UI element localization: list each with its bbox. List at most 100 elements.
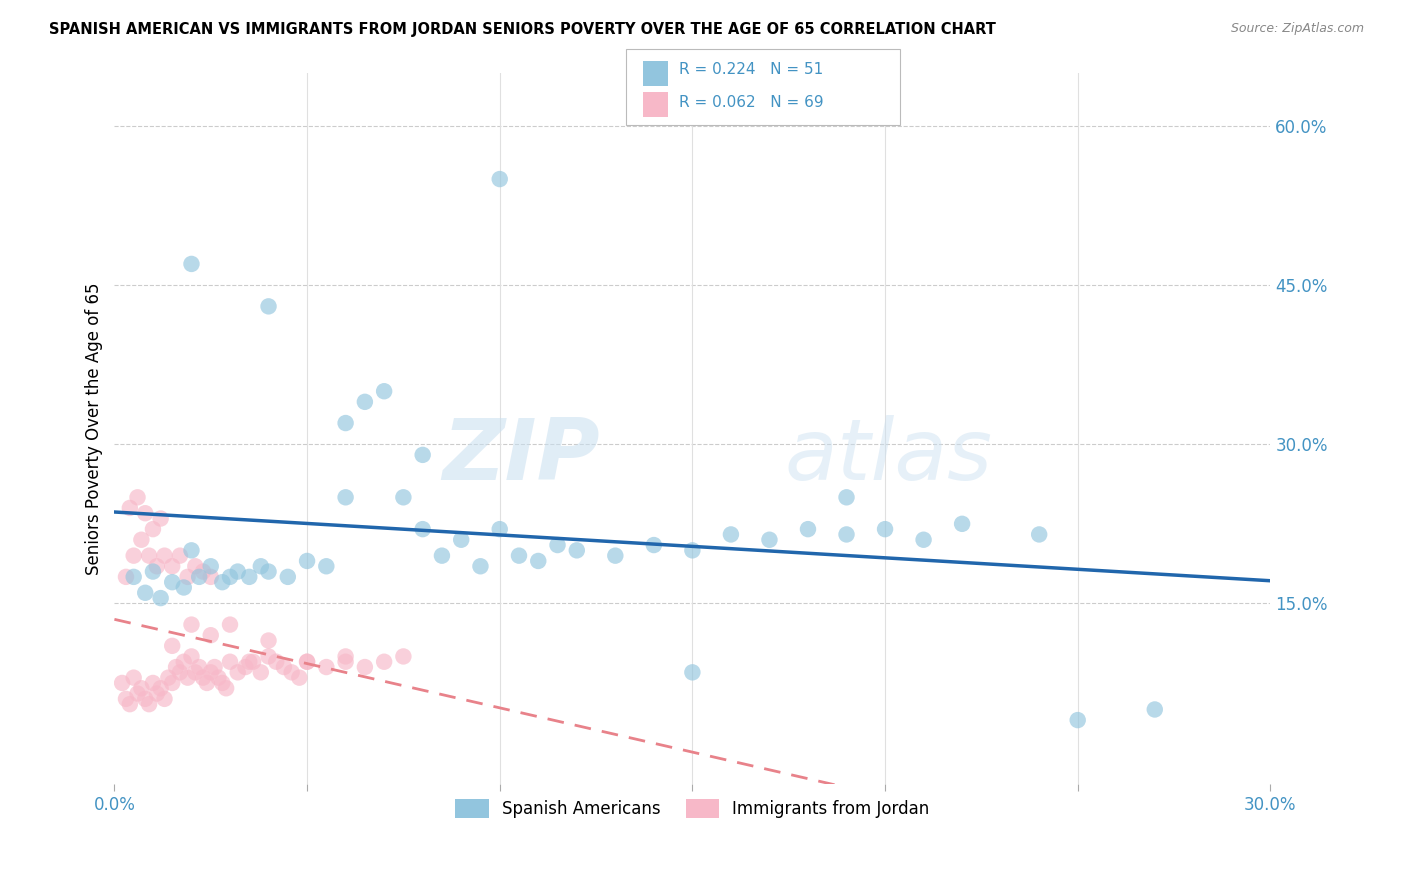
Point <box>160 575 183 590</box>
Point <box>392 491 415 505</box>
Point <box>115 691 138 706</box>
Point <box>149 681 172 696</box>
Point <box>200 665 222 680</box>
Point <box>681 543 703 558</box>
Point <box>488 172 510 186</box>
Point <box>134 506 156 520</box>
Point <box>280 665 302 680</box>
Point <box>226 565 249 579</box>
Text: R = 0.224   N = 51: R = 0.224 N = 51 <box>679 62 824 78</box>
Point <box>242 655 264 669</box>
Point <box>188 660 211 674</box>
Text: R = 0.062   N = 69: R = 0.062 N = 69 <box>679 95 824 111</box>
Point <box>392 649 415 664</box>
Point <box>127 491 149 505</box>
Point <box>219 617 242 632</box>
Point <box>118 500 141 515</box>
Point <box>1143 702 1166 716</box>
Point <box>142 676 165 690</box>
Point <box>160 639 183 653</box>
Point <box>354 394 377 409</box>
Text: ZIP: ZIP <box>443 416 600 499</box>
Point <box>142 565 165 579</box>
Point <box>134 586 156 600</box>
Point <box>250 665 273 680</box>
Point <box>315 660 337 674</box>
Point <box>184 665 207 680</box>
Point <box>160 676 183 690</box>
Point <box>226 665 249 680</box>
Point <box>200 628 222 642</box>
Point <box>288 671 311 685</box>
Point <box>250 559 273 574</box>
Point <box>335 655 357 669</box>
Point <box>470 559 492 574</box>
Point <box>565 543 588 558</box>
Point <box>204 660 226 674</box>
Text: atlas: atlas <box>785 416 993 499</box>
Point <box>257 299 280 313</box>
Point <box>146 687 169 701</box>
Point <box>295 554 318 568</box>
Point <box>720 527 742 541</box>
Point <box>176 671 198 685</box>
Point <box>211 575 233 590</box>
Point <box>200 570 222 584</box>
Point <box>257 633 280 648</box>
Point <box>173 581 195 595</box>
Point <box>488 522 510 536</box>
Point <box>273 660 295 674</box>
Point <box>176 570 198 584</box>
Point <box>412 448 434 462</box>
Point <box>153 691 176 706</box>
Point <box>138 549 160 563</box>
Point <box>131 681 153 696</box>
Point <box>149 591 172 606</box>
Point <box>111 676 134 690</box>
Point <box>207 671 229 685</box>
Point <box>160 559 183 574</box>
Point <box>122 570 145 584</box>
Point <box>277 570 299 584</box>
Point <box>1028 527 1050 541</box>
Point <box>142 522 165 536</box>
Point <box>191 671 214 685</box>
Point <box>950 516 973 531</box>
Legend: Spanish Americans, Immigrants from Jordan: Spanish Americans, Immigrants from Jorda… <box>449 793 936 825</box>
Point <box>373 384 395 399</box>
Point <box>184 559 207 574</box>
Point <box>138 697 160 711</box>
Point <box>264 655 287 669</box>
Text: Source: ZipAtlas.com: Source: ZipAtlas.com <box>1230 22 1364 36</box>
Point <box>157 671 180 685</box>
Point <box>527 554 550 568</box>
Point <box>134 691 156 706</box>
Point <box>295 655 318 669</box>
Point <box>219 570 242 584</box>
Point <box>605 549 627 563</box>
Point <box>315 559 337 574</box>
Point <box>257 649 280 664</box>
Point <box>373 655 395 669</box>
Point <box>169 549 191 563</box>
Point <box>127 687 149 701</box>
Point <box>131 533 153 547</box>
Point <box>508 549 530 563</box>
Point <box>412 522 434 536</box>
Point <box>797 522 820 536</box>
Point <box>200 559 222 574</box>
Point <box>681 665 703 680</box>
Point <box>238 655 260 669</box>
Point <box>195 676 218 690</box>
Point <box>118 697 141 711</box>
Point <box>335 649 357 664</box>
Point <box>450 533 472 547</box>
Point <box>912 533 935 547</box>
Point <box>122 671 145 685</box>
Point <box>211 676 233 690</box>
Point <box>238 570 260 584</box>
Point <box>835 491 858 505</box>
Point <box>430 549 453 563</box>
Point <box>295 655 318 669</box>
Point <box>169 665 191 680</box>
